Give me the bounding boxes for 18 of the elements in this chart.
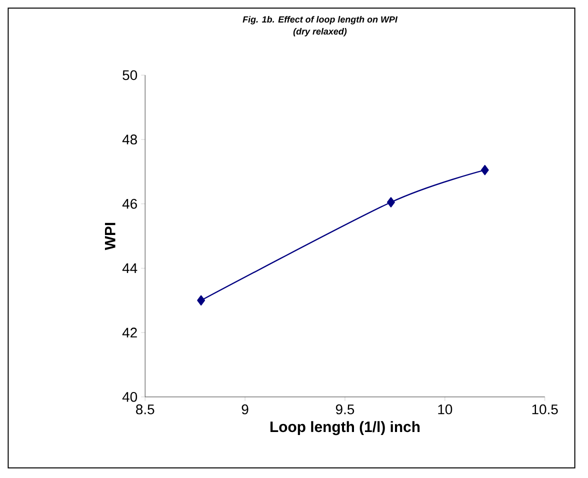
point [386,197,395,208]
x-tick-label: 10 [438,404,452,414]
x-axis-title: Loop length (1/l) inch [270,421,420,436]
y-tick-label: 48 [122,134,137,144]
chart-title: Fig. 1b. Effect of loop length on WPI [242,16,398,24]
y-tick-label: 46 [122,198,137,209]
y-tick-label: 42 [122,328,137,338]
x-tick-label: 8.5 [136,404,154,414]
point [197,295,206,306]
chart-subtitle: (dry relaxed) [293,28,347,36]
y-tick-label: 44 [122,263,138,273]
y-tick-label: 40 [122,392,138,402]
y-tick-label: 50 [122,70,138,80]
y-axis-title: WPI [104,222,116,250]
x-tick-label: 9.5 [336,404,354,414]
x-tick-label: 9 [242,404,248,414]
point [480,164,489,176]
x-tick-label: 10.5 [532,404,558,414]
